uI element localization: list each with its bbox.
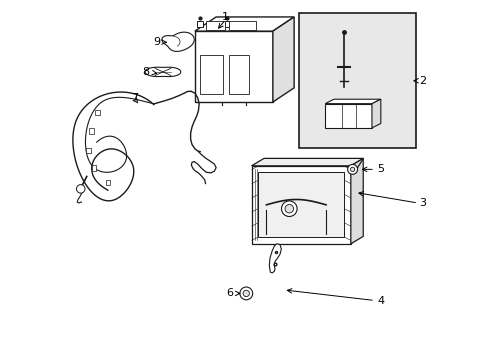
Bar [197,21,203,27]
Bar [199,54,223,94]
Circle shape [76,185,85,193]
Circle shape [243,290,249,297]
Circle shape [240,287,252,300]
Polygon shape [371,99,380,128]
Bar [92,166,96,171]
Text: 8: 8 [142,67,149,77]
Text: 4: 4 [377,296,384,306]
Bar [229,54,248,94]
Bar [205,21,224,30]
Polygon shape [325,99,380,104]
Circle shape [285,204,293,213]
Text: 1: 1 [222,12,229,22]
Circle shape [281,201,297,216]
Polygon shape [195,17,293,31]
Bar [224,21,230,27]
Text: 5: 5 [377,165,384,174]
Circle shape [350,167,354,171]
Text: 6: 6 [225,288,233,298]
Bar [106,180,110,185]
Polygon shape [269,244,281,273]
Text: 2: 2 [418,76,426,86]
Bar [228,21,256,30]
Polygon shape [350,158,363,244]
Bar [251,166,350,244]
Text: 9: 9 [153,37,160,47]
Bar [325,104,371,128]
Polygon shape [272,17,293,102]
Bar [258,172,344,238]
Polygon shape [251,158,363,166]
Bar [86,148,90,153]
Bar [299,13,416,148]
Polygon shape [145,67,181,77]
Bar [195,31,272,102]
Bar [95,110,100,116]
Text: 7: 7 [131,93,138,103]
Circle shape [347,165,357,174]
Polygon shape [162,32,194,51]
Text: 3: 3 [418,198,426,208]
Bar [89,128,93,134]
